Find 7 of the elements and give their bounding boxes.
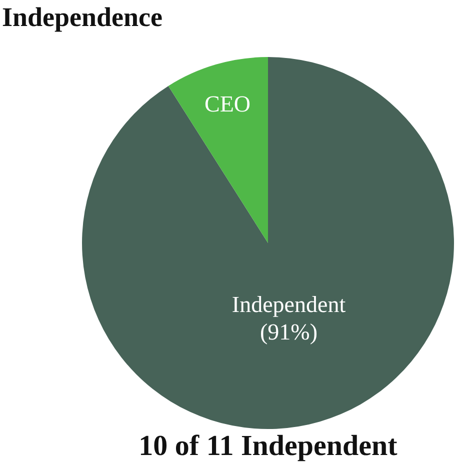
data-label: (91%)	[260, 320, 318, 345]
pie-slice	[82, 57, 454, 429]
chart-title: Independence	[2, 2, 163, 33]
slice-label: Independent	[232, 292, 346, 318]
slice-label: CEO	[204, 92, 251, 117]
text: 10 of 11 Independent	[138, 430, 398, 463]
pie-slice	[168, 57, 268, 243]
